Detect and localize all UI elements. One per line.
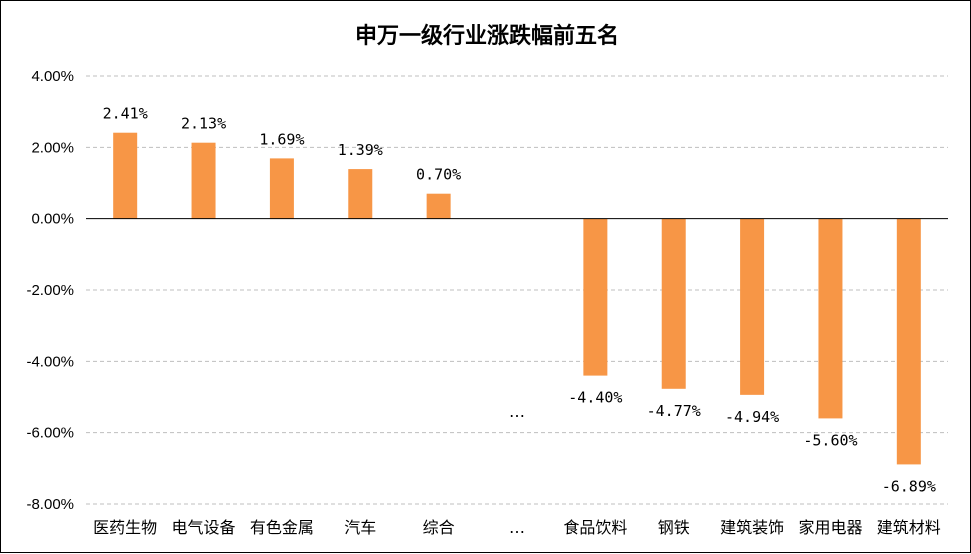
y-tick-label: -6.00% (26, 425, 74, 442)
x-tick-label: 建筑装饰 (720, 518, 784, 537)
chart-title: 申万一级行业涨跌幅前五名 (355, 23, 619, 49)
data-label: -4.94% (725, 408, 779, 426)
x-tick-label: 钢铁 (658, 518, 690, 537)
bar (818, 218, 843, 419)
x-tick-label: 有色金属 (250, 518, 314, 537)
x-tick-label: 建筑材料 (877, 518, 941, 537)
y-tick-label: -8.00% (26, 496, 74, 513)
x-axis-ticks: 医药生物 电气设备 有色金属 汽车 综合 … 食品饮料 钢铁 建筑装饰 家用电器 建筑材料 (93, 518, 941, 537)
gap-ellipsis: … (509, 402, 525, 421)
data-label: 2.41% (103, 105, 148, 123)
data-label: -5.60% (803, 431, 857, 449)
bar (583, 218, 608, 376)
data-labels: 2.41% 2.13% 1.69% 1.39% 0.70% … -4.40% -4.77% -4… (103, 105, 936, 496)
gridlines (86, 75, 948, 505)
data-label: -6.89% (882, 477, 936, 495)
bar (661, 218, 686, 389)
y-axis-ticks: 4.00% 2.00% 0.00% -2.00% -4.00% -6.00% -8.00% (26, 68, 74, 513)
data-label: -4.77% (647, 402, 701, 420)
data-label: 2.13% (181, 115, 226, 133)
y-tick-label: 2.00% (31, 139, 74, 156)
bar (191, 142, 216, 219)
bar (740, 218, 765, 395)
bars (113, 132, 921, 465)
x-tick-label: … (509, 518, 525, 537)
data-label: 1.39% (338, 141, 383, 159)
y-tick-label: 4.00% (31, 68, 74, 85)
data-label: -4.40% (568, 389, 622, 407)
y-tick-label: -2.00% (26, 282, 74, 299)
x-tick-label: 综合 (423, 518, 455, 537)
x-tick-label: 汽车 (344, 518, 376, 537)
x-tick-label: 医药生物 (93, 518, 157, 537)
x-tick-label: 电气设备 (172, 518, 236, 537)
bar (896, 218, 921, 465)
data-label: 1.69% (259, 130, 304, 148)
y-tick-label: 0.00% (31, 211, 74, 228)
x-tick-label: 食品饮料 (563, 518, 627, 537)
bar (269, 158, 294, 219)
data-label: 0.70% (416, 166, 461, 184)
bar (348, 169, 373, 219)
y-tick-label: -4.00% (26, 353, 74, 370)
bar (113, 132, 138, 219)
bar (426, 193, 451, 219)
x-tick-label: 家用电器 (798, 518, 862, 537)
